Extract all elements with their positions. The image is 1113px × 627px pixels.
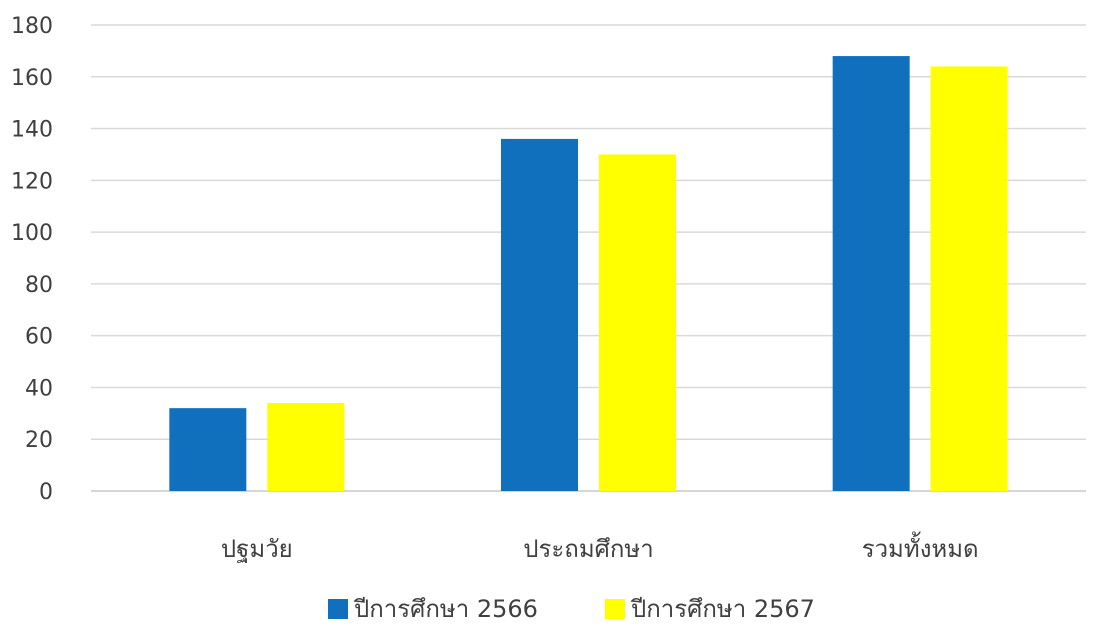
legend-swatch	[328, 599, 348, 619]
bar	[501, 138, 578, 491]
x-axis: ปฐมวัย ประถมศึกษา รวมทั้งหมด	[221, 531, 979, 563]
gridlines	[91, 24, 1086, 492]
y-tick-label: 140	[11, 118, 53, 143]
y-axis-ticks: 0 20 40 60 80 100 120 140 160 180	[11, 14, 53, 505]
y-tick-label: 160	[11, 66, 53, 91]
y-tick-label: 60	[25, 325, 53, 350]
x-category-label: รวมทั้งหมด	[862, 531, 979, 563]
y-tick-label: 40	[25, 376, 53, 401]
y-tick-label: 80	[25, 273, 53, 298]
y-tick-label: 120	[11, 169, 53, 194]
legend-label: ปีการศึกษา 2566	[353, 595, 538, 623]
legend-swatch	[605, 599, 625, 619]
y-tick-label: 180	[11, 14, 53, 39]
x-category-label: ปฐมวัย	[221, 535, 293, 563]
bar	[267, 402, 345, 491]
y-tick-label: 0	[39, 480, 53, 505]
bars	[169, 56, 1008, 492]
bar	[169, 408, 247, 491]
bar	[832, 56, 910, 492]
bar	[930, 66, 1008, 491]
y-tick-label: 100	[11, 221, 53, 246]
y-tick-label: 20	[25, 428, 53, 453]
legend-label: ปีการศึกษา 2567	[630, 595, 815, 623]
x-category-label: ประถมศึกษา	[523, 535, 653, 563]
bar	[599, 154, 676, 491]
legend: ปีการศึกษา 2566 ปีการศึกษา 2567	[328, 595, 815, 623]
